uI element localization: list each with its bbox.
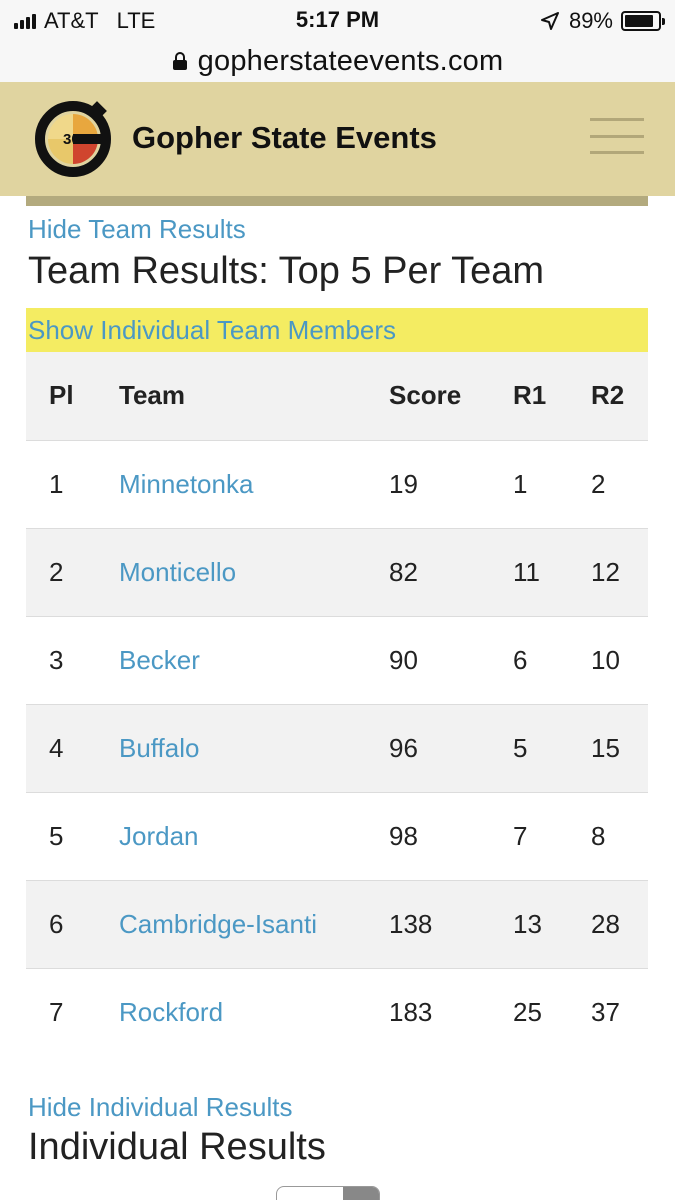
- lock-icon: [172, 52, 187, 70]
- r1-cell: 6: [513, 615, 591, 704]
- r1-cell: 13: [513, 879, 591, 968]
- place-cell: 7: [26, 967, 119, 1056]
- status-bar: AT&T LTE 5:17 PM 89%: [0, 0, 675, 40]
- column-header-r2: R2: [591, 352, 648, 441]
- score-cell: 98: [389, 791, 513, 880]
- column-header-place: Pl: [26, 352, 119, 441]
- header-bottom-strip: [26, 196, 648, 206]
- column-header-score: Score: [389, 352, 513, 441]
- scroll-thumb[interactable]: [343, 1187, 379, 1200]
- r1-cell: 25: [513, 967, 591, 1056]
- r1-cell: 1: [513, 439, 591, 528]
- gopher-state-events-logo[interactable]: 30: [32, 98, 114, 180]
- battery-icon: [621, 11, 665, 31]
- r1-cell: 5: [513, 703, 591, 792]
- place-cell: 1: [26, 439, 119, 528]
- r2-cell: 12: [591, 527, 648, 616]
- team-name-link[interactable]: Buffalo: [119, 703, 389, 792]
- table-row: 4 Buffalo 96 5 15: [26, 703, 648, 792]
- r1-cell: 7: [513, 791, 591, 880]
- site-header: [0, 82, 675, 196]
- team-name-link[interactable]: Rockford: [119, 967, 389, 1056]
- team-results-heading: Team Results: Top 5 Per Team: [28, 250, 545, 292]
- score-cell: 138: [389, 879, 513, 968]
- r1-cell: 11: [513, 527, 591, 616]
- r2-cell: 2: [591, 439, 648, 528]
- score-cell: 183: [389, 967, 513, 1056]
- hide-individual-results-link[interactable]: Hide Individual Results: [28, 1092, 293, 1122]
- column-header-team: Team: [119, 352, 389, 441]
- hamburger-menu-icon[interactable]: [590, 118, 644, 154]
- signal-strength-icon: [14, 13, 36, 29]
- hide-team-results-link[interactable]: Hide Team Results: [28, 214, 246, 244]
- battery-percent: 89%: [568, 8, 613, 33]
- r2-cell: 37: [591, 967, 648, 1056]
- address-bar[interactable]: gopherstateevents.com: [0, 40, 675, 82]
- table-row: 7 Rockford 183 25 37: [26, 967, 648, 1056]
- r2-cell: 15: [591, 703, 648, 792]
- horizontal-scroll-control[interactable]: [276, 1186, 380, 1200]
- team-name-link[interactable]: Cambridge-Isanti: [119, 879, 389, 968]
- table-row: 2 Monticello 82 11 12: [26, 527, 648, 616]
- r2-cell: 8: [591, 791, 648, 880]
- score-cell: 96: [389, 703, 513, 792]
- score-cell: 19: [389, 439, 513, 528]
- column-header-r1: R1: [513, 352, 591, 441]
- place-cell: 6: [26, 879, 119, 968]
- table-row: 3 Becker 90 6 10: [26, 615, 648, 704]
- team-name-link[interactable]: Jordan: [119, 791, 389, 880]
- team-results-table: Pl Team Score R1 R2 1 Minnetonka 19 1 2 …: [26, 352, 648, 1056]
- show-individual-team-members-link[interactable]: Show Individual Team Members: [26, 308, 648, 352]
- table-header-row: Pl Team Score R1 R2: [26, 352, 648, 441]
- table-row: 1 Minnetonka 19 1 2: [26, 439, 648, 528]
- table-row: 6 Cambridge-Isanti 138 13 28: [26, 879, 648, 968]
- team-name-link[interactable]: Monticello: [119, 527, 389, 616]
- location-arrow-icon: [540, 12, 559, 30]
- place-cell: 3: [26, 615, 119, 704]
- site-title[interactable]: Gopher State Events: [132, 120, 437, 155]
- score-cell: 90: [389, 615, 513, 704]
- r2-cell: 28: [591, 879, 648, 968]
- r2-cell: 10: [591, 615, 648, 704]
- table-row: 5 Jordan 98 7 8: [26, 791, 648, 880]
- logo-text: 30: [63, 131, 80, 148]
- clock: 5:17 PM: [295, 7, 380, 32]
- carrier-label: AT&T: [44, 8, 99, 33]
- individual-results-heading: Individual Results: [28, 1126, 326, 1168]
- place-cell: 5: [26, 791, 119, 880]
- place-cell: 4: [26, 703, 119, 792]
- url-text: gopherstateevents.com: [197, 44, 504, 77]
- network-label: LTE: [116, 8, 156, 33]
- team-name-link[interactable]: Becker: [119, 615, 389, 704]
- place-cell: 2: [26, 527, 119, 616]
- team-name-link[interactable]: Minnetonka: [119, 439, 389, 528]
- score-cell: 82: [389, 527, 513, 616]
